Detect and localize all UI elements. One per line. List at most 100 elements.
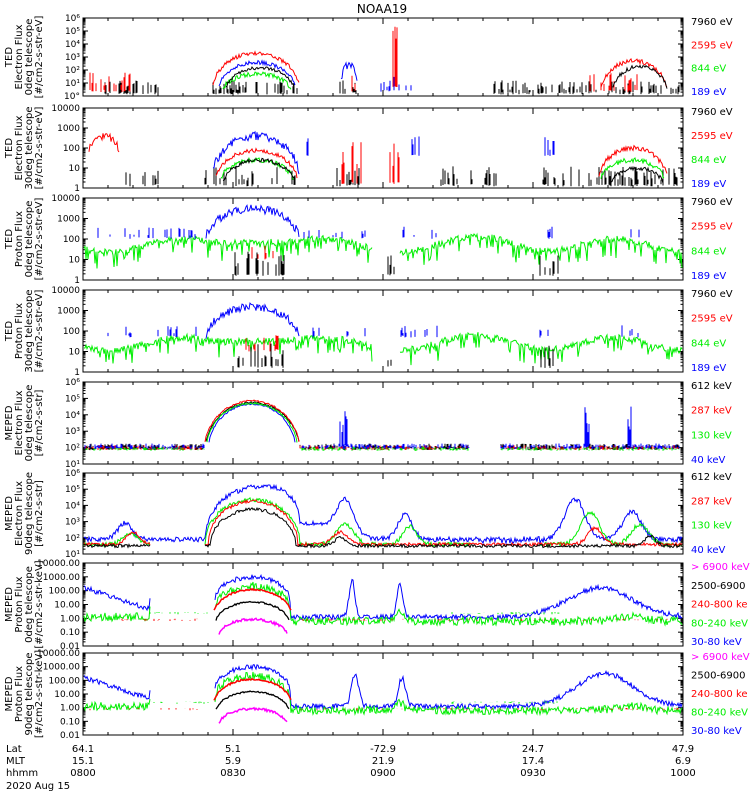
y-axis-label: MEPEDElectron Flux90deg telescope[#/cm2-… xyxy=(4,472,45,555)
series-blue xyxy=(83,574,683,622)
y-axis-label-line: 30deg telescope xyxy=(24,106,35,189)
y-axis-label-line: Electron Flux xyxy=(14,481,25,546)
date-label: 2020 Aug 15 xyxy=(6,781,70,792)
y-tick-label: 0.10 xyxy=(60,717,80,727)
panel-1: 10° 10¹ 10² 10³ 10⁴ 10⁵ 10⁶ TEDElectron Flux0de… xyxy=(4,14,733,102)
x-tick-label-mlt: 17.4 xyxy=(522,756,544,767)
series-group xyxy=(89,26,680,95)
legend-black: 7960 eV xyxy=(691,197,733,208)
y-axis-label-line: MEPED xyxy=(4,676,15,711)
legend-red: 2595 eV xyxy=(691,222,733,233)
x-tick-label-time: 1000 xyxy=(670,768,695,779)
y-tick-label: 100 xyxy=(63,327,80,337)
y-tick-label: 1000 xyxy=(57,307,80,317)
series-red xyxy=(215,147,298,179)
y-tick-label: 10³ xyxy=(65,53,80,63)
series-black xyxy=(222,157,296,182)
y-tick-label: 10⁶ xyxy=(65,378,80,388)
y-axis-label-line: MEPED xyxy=(4,587,15,622)
y-axis-label-line: 30deg telescope xyxy=(24,289,35,372)
spikes-blue xyxy=(97,226,640,239)
legend-blue: 30-80 keV xyxy=(691,637,742,648)
x-tick-label-mlt: 21.9 xyxy=(372,756,394,767)
y-tick-label: 10⁵ xyxy=(65,27,80,37)
series-red xyxy=(204,399,300,443)
series-red xyxy=(600,57,668,88)
y-tick-label: 10¹ xyxy=(65,79,80,89)
series-magenta xyxy=(218,706,288,724)
panel-7: 0.010.101.0010.00100.001000.0010000.00ME… xyxy=(4,559,750,652)
series-black xyxy=(83,506,682,549)
y-tick-label: 0.01 xyxy=(60,731,80,741)
x-tick-label-time: 0900 xyxy=(370,768,395,779)
y-axis-label-line: [#/cm2-s-str-eV] xyxy=(34,107,45,190)
y-tick-label: 10000 xyxy=(51,104,80,114)
y-axis-label: TEDProton Flux30deg telescope[#/cm2-s-st… xyxy=(4,289,45,372)
y-axis-label-line: 0deg telescope xyxy=(24,19,35,96)
y-axis-label-line: Proton Flux xyxy=(14,666,25,722)
y-tick-label: 1000.00 xyxy=(43,663,80,673)
series-black xyxy=(205,401,300,442)
series-black xyxy=(215,690,290,710)
y-tick-label: 10° xyxy=(64,92,80,102)
y-axis-label-line: Electron Flux xyxy=(14,115,25,180)
series-black xyxy=(610,165,664,184)
y-tick-label: 0.01 xyxy=(60,642,80,652)
y-axis-label: MEPEDElectron Flux0deg telescope[#/cm2-s… xyxy=(4,385,45,462)
x-tick-label-mlt: 15.1 xyxy=(72,756,94,767)
panel-frame xyxy=(82,289,684,373)
series-red xyxy=(213,677,292,701)
y-axis-label: MEPEDProton Flux90deg telescope[#/cm2-s-… xyxy=(4,650,45,738)
series-blue xyxy=(340,61,358,81)
spikes-red xyxy=(89,72,638,93)
series-blue xyxy=(205,204,300,239)
series-red xyxy=(83,498,683,548)
y-axis-label-line: TED xyxy=(4,47,15,68)
series-black xyxy=(215,600,290,621)
legend-blue: 40 keV xyxy=(691,545,725,556)
y-tick-label: 1.00 xyxy=(60,704,80,714)
panel-3: 1 10 100 1000 10000 TEDProton Flux0deg telesc… xyxy=(4,194,733,286)
y-tick-label: 1 xyxy=(74,184,80,194)
legend-black: 7960 eV xyxy=(691,17,733,28)
legend-red: 240-800 ke xyxy=(691,689,748,700)
panel-4: 1 10 100 1000 10000 TEDProton Flux30deg teles… xyxy=(4,286,733,378)
x-tick-label-lat: 47.9 xyxy=(672,744,694,755)
y-axis-label-line: Electron Flux xyxy=(14,24,25,89)
y-tick-label: 10⁶ xyxy=(65,14,80,24)
legend-blue: 189 eV xyxy=(691,271,726,282)
series-red xyxy=(212,50,300,86)
legend-magenta: > 6900 keV xyxy=(691,562,750,573)
y-tick-label: 10¹ xyxy=(65,460,80,470)
x-tick-label-time: 0800 xyxy=(70,768,95,779)
legend-black: 7960 eV xyxy=(691,107,733,118)
legend-green: 130 keV xyxy=(691,430,732,441)
legend-red: 2595 eV xyxy=(691,40,733,51)
series-black xyxy=(225,66,295,88)
spikes-black xyxy=(237,343,554,368)
spikes-black xyxy=(234,251,559,276)
series-blue xyxy=(83,483,683,546)
y-tick-label: 0.10 xyxy=(60,628,80,638)
panel-frame xyxy=(82,652,684,736)
y-tick-label: 100 xyxy=(63,144,80,154)
y-tick-label: 1 xyxy=(74,276,80,286)
y-axis-label-line: 90deg telescope xyxy=(24,472,35,555)
legend-red: 240-800 ke xyxy=(691,600,748,611)
legend-red: 2595 eV xyxy=(691,314,733,325)
series-black xyxy=(612,64,668,89)
series-group xyxy=(83,302,683,368)
legend-blue: 189 eV xyxy=(691,363,726,374)
y-axis-label-line: TED xyxy=(4,229,15,250)
legend-magenta: > 6900 keV xyxy=(691,652,750,663)
y-tick-label: 10² xyxy=(65,66,80,76)
y-tick-label: 10⁵ xyxy=(65,394,80,404)
legend-green: 844 eV xyxy=(691,246,726,257)
series-green xyxy=(220,156,294,180)
y-tick-label: 10000.00 xyxy=(37,649,80,659)
y-axis-label-line: 0deg telescope xyxy=(24,201,35,278)
y-tick-label: 1000 xyxy=(57,124,80,134)
panel-frame xyxy=(82,562,684,647)
x-tick-label-lat: 5.1 xyxy=(225,744,241,755)
